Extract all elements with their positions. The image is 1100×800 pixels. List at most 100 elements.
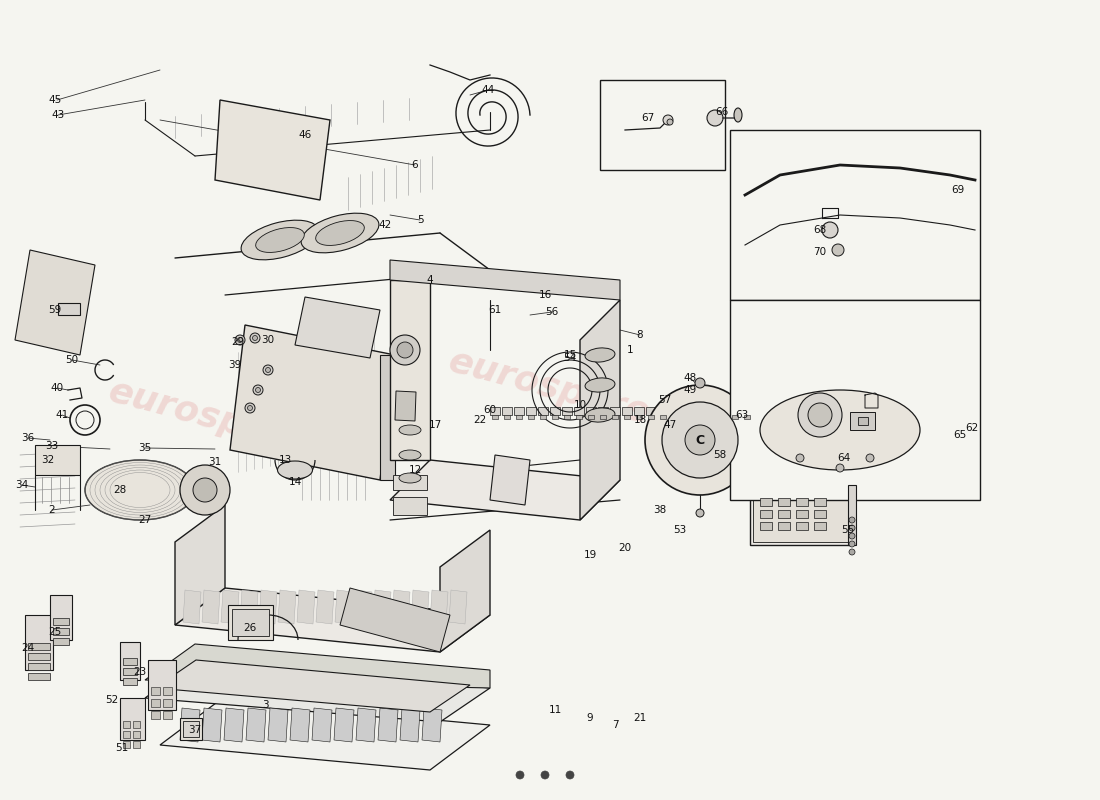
Bar [848, 485, 856, 545]
Text: 65: 65 [954, 430, 967, 440]
Bar [123, 658, 138, 665]
Circle shape [250, 333, 260, 343]
Text: 33: 33 [45, 441, 58, 451]
Text: 53: 53 [673, 525, 686, 535]
Bar [814, 522, 826, 530]
Polygon shape [354, 590, 372, 624]
Bar [814, 510, 826, 518]
Text: 56: 56 [546, 307, 559, 317]
Circle shape [836, 464, 844, 472]
Bar [148, 660, 176, 710]
Bar [621, 407, 632, 415]
Bar [636, 415, 642, 419]
Bar [490, 407, 500, 415]
Bar [612, 415, 618, 419]
Polygon shape [340, 588, 450, 652]
Bar [858, 417, 868, 425]
Text: 34: 34 [15, 480, 29, 490]
Ellipse shape [734, 108, 742, 122]
Polygon shape [290, 708, 310, 742]
Ellipse shape [399, 425, 421, 435]
Bar [151, 687, 160, 695]
Bar [730, 407, 740, 415]
Bar [760, 510, 772, 518]
Bar [750, 485, 850, 545]
Bar [552, 415, 558, 419]
Bar [720, 415, 726, 419]
Bar [502, 407, 512, 415]
Polygon shape [240, 590, 258, 624]
Polygon shape [378, 708, 398, 742]
Text: 27: 27 [139, 515, 152, 525]
Circle shape [849, 525, 855, 531]
Polygon shape [490, 455, 530, 505]
Text: 6: 6 [411, 160, 418, 170]
Polygon shape [155, 660, 470, 712]
Bar [576, 415, 582, 419]
Text: C: C [695, 434, 705, 446]
Circle shape [849, 549, 855, 555]
Bar [708, 415, 714, 419]
Text: 42: 42 [378, 220, 392, 230]
Bar [574, 407, 584, 415]
Bar [624, 415, 630, 419]
Text: 60: 60 [483, 405, 496, 415]
Text: 68: 68 [813, 225, 826, 235]
Circle shape [662, 402, 738, 478]
Text: 41: 41 [55, 410, 68, 420]
Bar [760, 498, 772, 506]
Text: 20: 20 [618, 543, 631, 553]
Text: 16: 16 [538, 290, 551, 300]
Circle shape [798, 393, 842, 437]
Bar [670, 407, 680, 415]
Text: 54: 54 [563, 353, 576, 363]
Text: 64: 64 [837, 453, 850, 463]
Text: 63: 63 [736, 410, 749, 420]
Polygon shape [580, 300, 620, 520]
Bar [123, 731, 130, 738]
Bar [610, 407, 620, 415]
Text: 55: 55 [842, 525, 855, 535]
Text: 36: 36 [21, 433, 34, 443]
Circle shape [180, 465, 230, 515]
Text: 67: 67 [641, 113, 654, 123]
Bar [58, 303, 80, 315]
Ellipse shape [255, 227, 305, 253]
Bar [778, 522, 790, 530]
Bar [163, 687, 172, 695]
Polygon shape [180, 708, 200, 742]
Text: 25: 25 [48, 627, 62, 637]
Bar [796, 522, 808, 530]
Bar [151, 711, 160, 719]
Text: 28: 28 [113, 485, 127, 495]
Bar [28, 673, 50, 680]
Bar [35, 445, 80, 475]
Polygon shape [224, 708, 244, 742]
Polygon shape [430, 590, 448, 624]
Ellipse shape [85, 460, 195, 520]
Circle shape [707, 110, 723, 126]
Circle shape [253, 385, 263, 395]
Circle shape [192, 478, 217, 502]
Circle shape [849, 541, 855, 547]
Bar [133, 731, 140, 738]
Bar [120, 642, 140, 680]
Polygon shape [214, 100, 330, 200]
Ellipse shape [585, 378, 615, 392]
Bar [660, 415, 666, 419]
Polygon shape [221, 590, 239, 624]
Bar [778, 498, 790, 506]
Text: 48: 48 [683, 373, 696, 383]
Text: eurospares: eurospares [106, 374, 334, 466]
Ellipse shape [277, 461, 312, 479]
Circle shape [849, 533, 855, 539]
Text: 58: 58 [714, 450, 727, 460]
Text: 61: 61 [488, 305, 502, 315]
Bar [672, 415, 678, 419]
Bar [183, 721, 199, 737]
Text: 17: 17 [428, 420, 441, 430]
Bar [682, 407, 692, 415]
Circle shape [235, 335, 245, 345]
Bar [28, 653, 50, 660]
Text: 10: 10 [573, 400, 586, 410]
